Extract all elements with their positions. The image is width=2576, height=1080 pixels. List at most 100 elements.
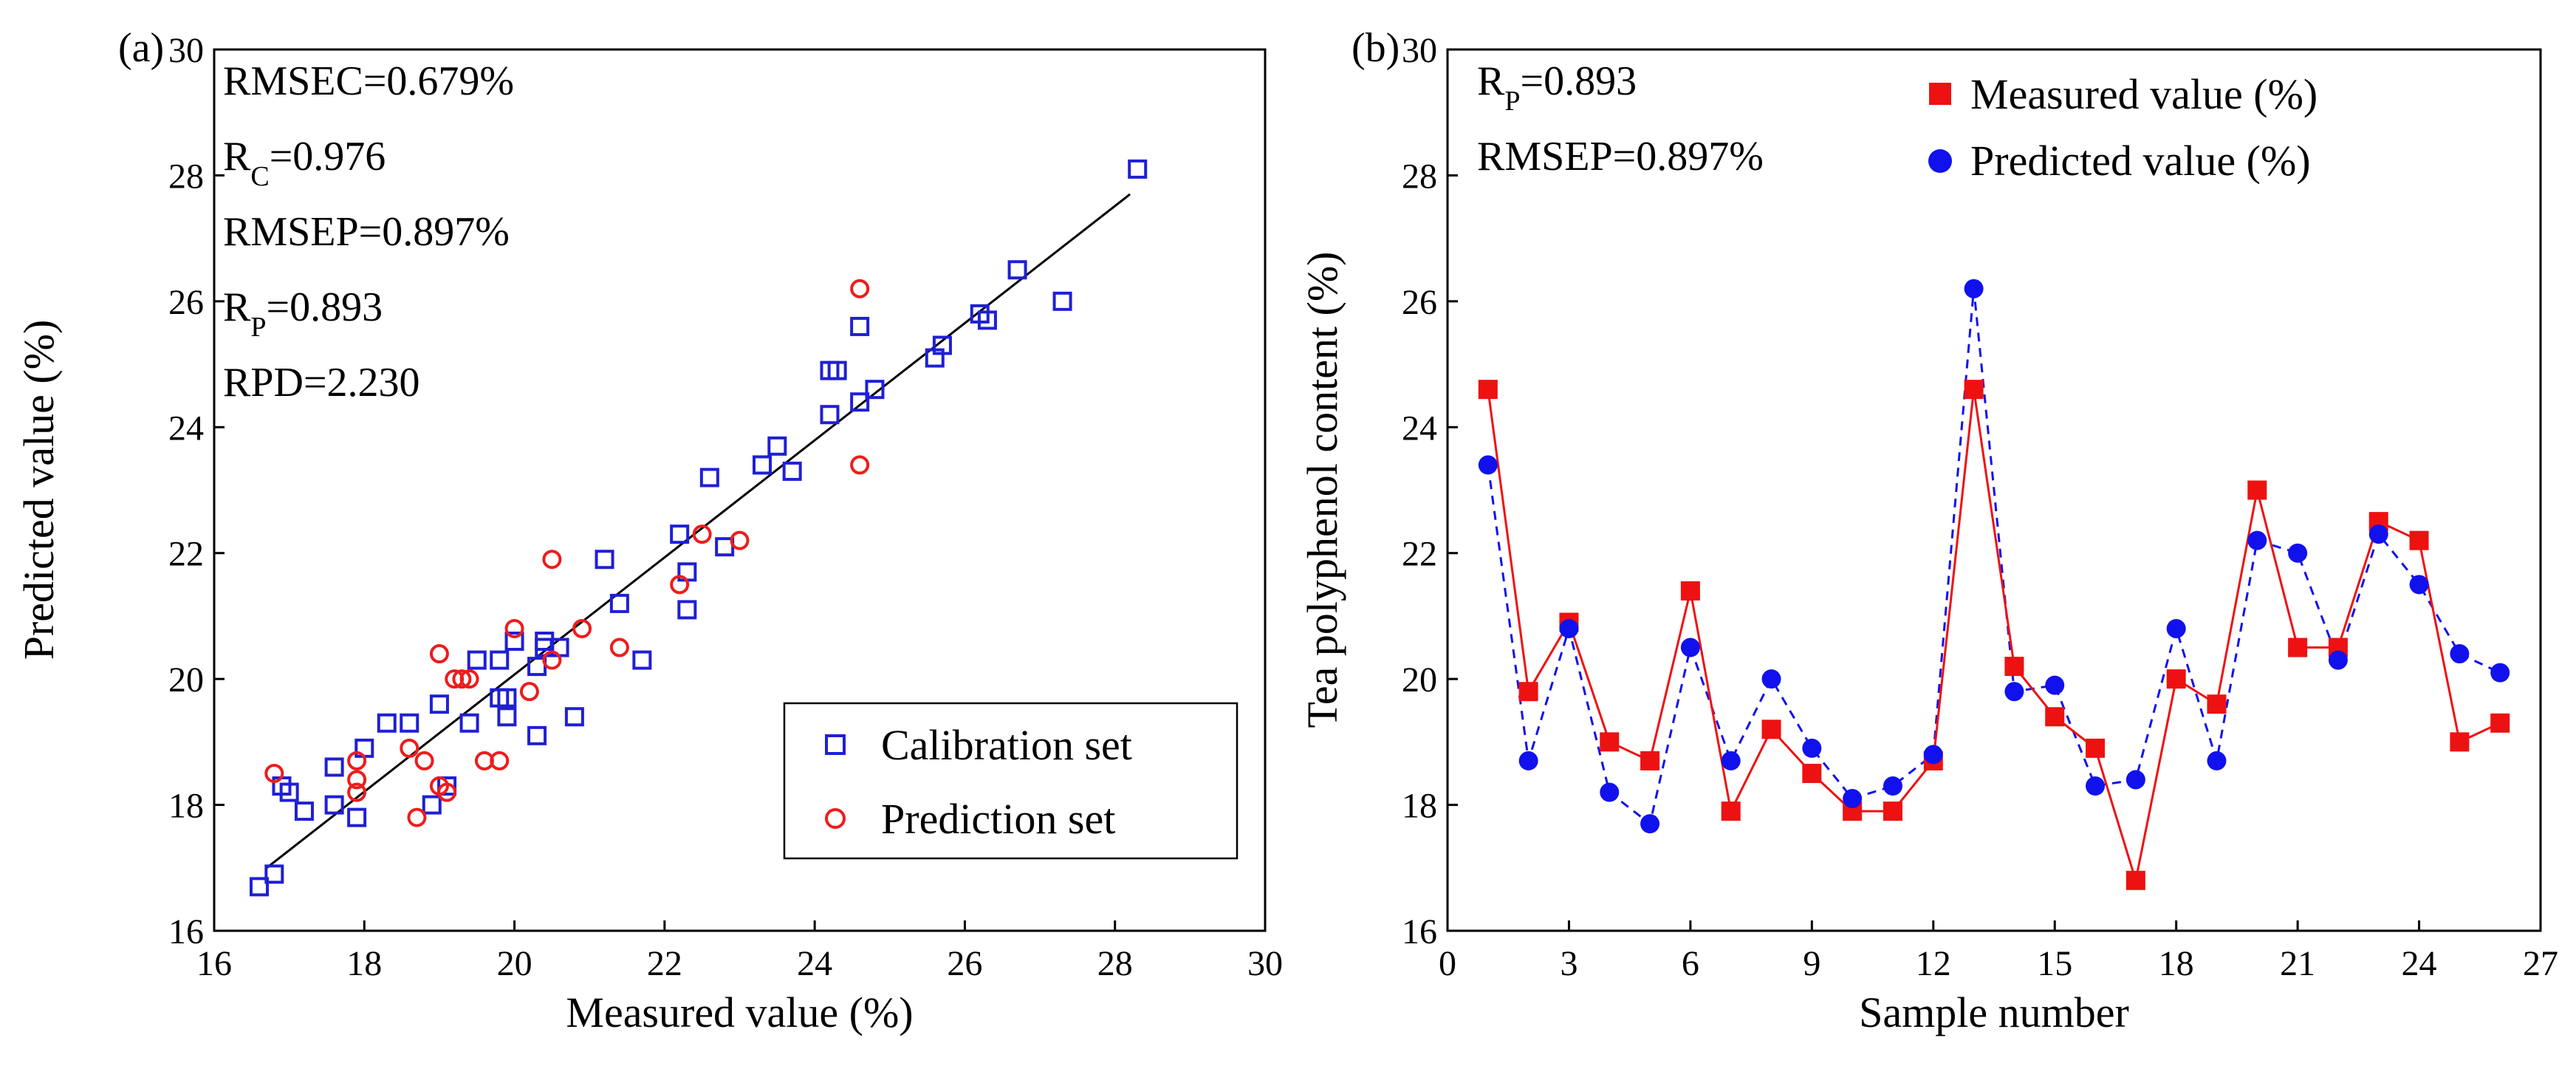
calibration-point (932, 335, 952, 355)
predicted-point (2166, 618, 2186, 638)
y-tick-label: 18 (1402, 787, 1437, 826)
x-tick-label: 9 (1803, 944, 1820, 983)
measured-series-line (1487, 389, 2501, 881)
x-tick-label: 16 (196, 944, 232, 983)
stat-text: RMSEP=0.897% (1477, 134, 1764, 180)
prediction-point (452, 669, 472, 689)
y-tick-label: 26 (1402, 283, 1437, 322)
x-tick-label: 28 (1097, 944, 1133, 983)
calibration-point (677, 600, 697, 620)
calibration-point (564, 707, 584, 727)
stat-line: RPD=2.230 (223, 360, 420, 406)
x-tick-label: 12 (1916, 944, 1951, 983)
legend-predicted-label: Predicted value (%) (1970, 137, 2311, 185)
calibration-point (400, 713, 419, 733)
calibration-point (264, 864, 284, 884)
measured-point (2125, 870, 2145, 890)
calibration-point (459, 713, 479, 733)
predicted-point (1680, 638, 1700, 657)
stat-value: =0.893 (267, 284, 383, 330)
measured-point (2166, 669, 2186, 689)
measured-point (2288, 638, 2308, 657)
calibration-point (429, 694, 449, 714)
predicted-point (1721, 751, 1741, 770)
y-tick-label: 24 (1402, 409, 1437, 448)
calibration-point (249, 877, 269, 897)
calibration-point (850, 392, 870, 412)
predicted-point (2207, 751, 2227, 770)
predicted-point (1640, 814, 1660, 834)
calibration-point (377, 713, 397, 733)
y-tick-label: 22 (168, 535, 204, 574)
prediction-point (407, 807, 427, 827)
stat-line: RMSEP=0.897% (223, 209, 510, 255)
measured-point (1761, 720, 1781, 739)
x-axis-title: Sample number (1859, 988, 2129, 1036)
predicted-point (1923, 745, 1943, 765)
stat-value: =0.893 (1521, 58, 1637, 104)
measured-point (1964, 380, 1984, 400)
prediction-point (400, 738, 419, 758)
x-tick-label: 18 (2159, 944, 2194, 983)
plot-frame (1446, 48, 2542, 932)
legend-prediction-marker (825, 808, 846, 829)
predicted-series-line (1487, 288, 2501, 826)
legend-box (783, 702, 1239, 860)
predicted-point (1802, 738, 1822, 758)
x-tick-label: 3 (1560, 944, 1578, 983)
predicted-point (1761, 669, 1781, 689)
y-tick-label: 24 (168, 409, 204, 448)
measured-point (2490, 713, 2510, 733)
prediction-point (347, 782, 367, 802)
measured-point (1478, 380, 1498, 400)
x-tick-label: 26 (947, 944, 982, 983)
predicted-point (2288, 543, 2308, 563)
calibration-point (324, 757, 344, 777)
prediction-point (542, 650, 562, 670)
measured-point (1680, 581, 1700, 601)
x-tick-label: 15 (2037, 944, 2072, 983)
measured-point (1518, 682, 1538, 702)
predicted-point (2409, 575, 2429, 595)
x-tick-label: 18 (346, 944, 382, 983)
x-tick-label: 0 (1439, 944, 1456, 983)
prediction-point (347, 770, 367, 790)
y-axis-title: Predicted value (%) (15, 320, 63, 660)
calibration-point (752, 455, 772, 475)
calibration-point (632, 650, 652, 670)
prediction-point (437, 782, 457, 802)
predicted-point (1559, 618, 1579, 638)
measured-point (1802, 763, 1822, 783)
legend-calibration-marker (825, 734, 846, 755)
y-tick-label: 30 (1402, 31, 1437, 70)
prediction-point (850, 455, 870, 475)
panel-b-line-plot: 0 3 6 9 12 15 18 21 24 27 16 18 20 22 24 26 28 30 Sample n… (1298, 25, 2558, 1036)
prediction-point (414, 751, 434, 770)
measured-point (2086, 738, 2106, 758)
legend-predicted-marker (1928, 149, 1952, 173)
measured-point (1883, 802, 1902, 821)
predicted-point (1518, 751, 1538, 770)
prediction-point (730, 530, 750, 550)
calibration-point (347, 807, 367, 827)
legend-measured-label: Measured value (%) (1970, 70, 2318, 118)
calibration-point (699, 468, 719, 488)
stat-line: RMSEP=0.897% (1477, 134, 1764, 180)
calibration-point (497, 707, 517, 727)
measured-point (1600, 732, 1620, 752)
calibration-point (422, 795, 442, 815)
predicted-point (2125, 770, 2145, 790)
stat-text: R (223, 284, 251, 330)
predicted-point (2490, 663, 2510, 683)
calibration-point (670, 524, 690, 544)
stat-text: R (1477, 58, 1505, 104)
calibration-point (609, 593, 629, 613)
calibration-point (279, 782, 299, 802)
stat-line: RMSEC=0.679% (223, 58, 514, 104)
legend: Calibration set Prediction set (783, 702, 1239, 860)
x-tick-label: 22 (647, 944, 682, 983)
stat-line: RP=0.893 (1477, 58, 1637, 117)
stat-text: RPD=2.230 (223, 360, 420, 406)
y-axis-title: Tea polyphenol content (%) (1298, 252, 1346, 728)
